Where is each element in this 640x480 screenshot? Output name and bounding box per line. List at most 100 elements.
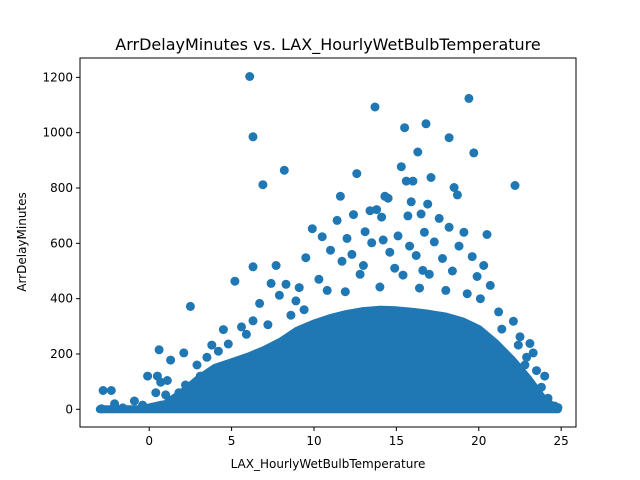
data-point	[367, 238, 377, 248]
data-point	[279, 165, 289, 175]
data-point	[352, 169, 362, 179]
data-point	[472, 272, 482, 281]
data-point	[138, 400, 148, 410]
data-point	[467, 252, 477, 262]
data-point	[241, 329, 251, 339]
y-tick-label: 1200	[42, 70, 73, 84]
data-point	[398, 270, 408, 280]
data-point	[464, 93, 474, 103]
data-point	[307, 224, 317, 234]
data-point	[377, 212, 387, 222]
data-point	[162, 376, 172, 385]
data-point	[358, 261, 368, 270]
data-point	[291, 296, 301, 306]
data-point	[281, 279, 291, 289]
data-point	[322, 285, 332, 295]
y-tick-label: 0	[65, 402, 73, 416]
data-point	[462, 289, 472, 299]
data-point	[202, 352, 212, 362]
data-point	[403, 211, 413, 221]
data-point	[372, 205, 382, 215]
data-point	[207, 340, 217, 350]
data-point	[415, 283, 424, 293]
data-point	[360, 227, 370, 237]
y-axis-label: ArrDelayMinutes	[15, 192, 29, 292]
y-tick-label: 800	[50, 181, 73, 195]
x-axis-label: LAX_HourlyWetBulbTemperature	[231, 457, 426, 471]
data-point	[538, 396, 548, 406]
y-tick-label: 1000	[42, 126, 73, 140]
data-point	[423, 199, 433, 209]
data-point	[195, 371, 205, 381]
data-point	[258, 180, 268, 190]
data-point	[370, 102, 380, 112]
data-point	[426, 173, 436, 182]
x-tick-label: 0	[145, 434, 153, 448]
data-point	[245, 72, 255, 81]
data-point	[419, 227, 429, 237]
data-point	[166, 355, 176, 365]
data-point	[390, 263, 400, 273]
data-point	[337, 256, 347, 266]
data-point	[230, 276, 240, 286]
data-point	[347, 249, 357, 259]
data-point	[317, 232, 327, 242]
y-tick-label: 200	[50, 347, 73, 361]
data-point	[520, 360, 530, 370]
data-point	[129, 396, 139, 406]
data-point	[271, 261, 281, 270]
x-tick-label: 20	[471, 434, 486, 448]
data-point	[444, 133, 454, 143]
data-point	[413, 147, 423, 157]
data-point	[375, 282, 385, 292]
data-point	[192, 360, 202, 370]
data-point	[400, 123, 410, 133]
data-point	[237, 322, 246, 332]
data-point	[118, 403, 128, 413]
data-point	[181, 380, 190, 390]
data-point	[161, 390, 171, 400]
data-point	[441, 285, 451, 295]
data-point	[179, 348, 189, 358]
data-point	[494, 307, 504, 317]
data-point	[528, 348, 538, 358]
data-point	[248, 262, 258, 272]
data-point	[497, 324, 507, 334]
data-point	[248, 316, 258, 326]
data-point	[536, 382, 546, 392]
data-point	[424, 269, 434, 279]
data-point	[396, 162, 406, 172]
data-point	[96, 404, 106, 414]
data-point	[454, 241, 464, 251]
data-point	[294, 283, 304, 293]
x-axis: 0 5 10 15 20 25	[145, 427, 569, 448]
data-point	[452, 190, 462, 200]
data-point	[154, 345, 164, 355]
data-point	[255, 298, 265, 308]
data-point	[143, 371, 153, 381]
data-point	[98, 386, 108, 395]
data-point	[408, 176, 418, 186]
data-point	[326, 245, 335, 255]
data-point	[383, 193, 393, 203]
data-point	[411, 251, 421, 260]
data-point	[393, 231, 403, 241]
y-tick-label: 600	[50, 236, 73, 250]
data-point	[401, 176, 411, 186]
data-point	[482, 230, 492, 239]
data-point	[532, 366, 541, 376]
data-point	[151, 388, 161, 398]
data-point	[185, 301, 195, 311]
data-point	[405, 241, 415, 251]
dense-point-cluster	[95, 305, 562, 414]
x-tick-label: 5	[228, 434, 236, 448]
data-point	[266, 278, 276, 288]
data-point	[434, 213, 444, 223]
x-tick-label: 25	[554, 434, 569, 448]
data-point	[286, 310, 296, 320]
data-point	[421, 119, 431, 129]
data-point	[479, 261, 489, 270]
data-point	[106, 386, 116, 395]
data-point	[513, 340, 523, 350]
